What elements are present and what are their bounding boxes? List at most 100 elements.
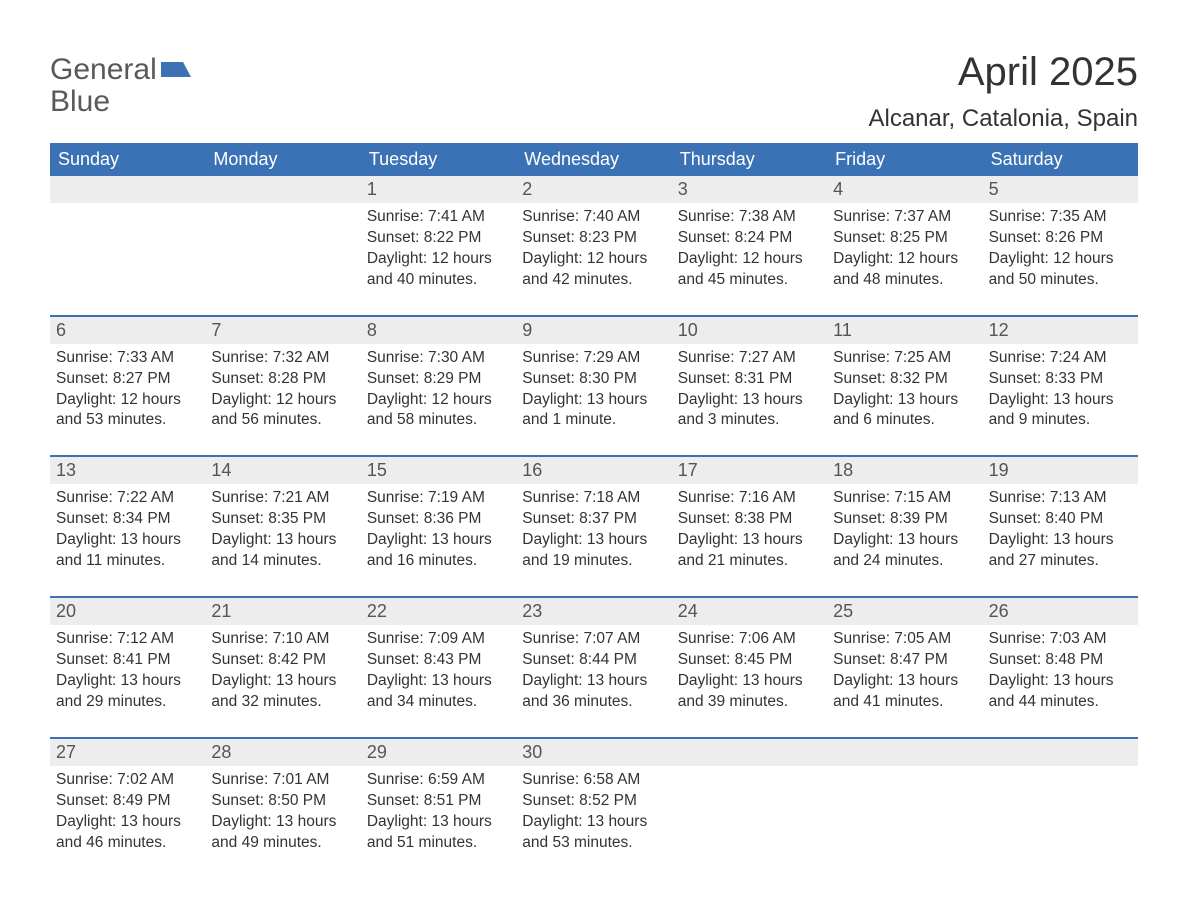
day-number: 8 <box>361 317 516 344</box>
day-cell: Sunrise: 7:12 AMSunset: 8:41 PMDaylight:… <box>50 625 205 717</box>
day-cell: Sunrise: 6:58 AMSunset: 8:52 PMDaylight:… <box>516 766 671 858</box>
sunset-text: Sunset: 8:33 PM <box>989 369 1132 390</box>
day-of-week-header: Friday <box>827 143 982 176</box>
sunrise-text: Sunrise: 7:06 AM <box>678 629 821 650</box>
sunset-text: Sunset: 8:22 PM <box>367 228 510 249</box>
daylight-text: Daylight: 13 hours and 51 minutes. <box>367 812 510 854</box>
day-cell: Sunrise: 7:40 AMSunset: 8:23 PMDaylight:… <box>516 203 671 295</box>
sunset-text: Sunset: 8:39 PM <box>833 509 976 530</box>
day-number: 20 <box>50 598 205 625</box>
sunrise-text: Sunrise: 7:41 AM <box>367 207 510 228</box>
sunrise-text: Sunrise: 7:05 AM <box>833 629 976 650</box>
daylight-text: Daylight: 12 hours and 56 minutes. <box>211 390 354 432</box>
daylight-text: Daylight: 13 hours and 1 minute. <box>522 390 665 432</box>
day-number: 10 <box>672 317 827 344</box>
day-cell: Sunrise: 7:29 AMSunset: 8:30 PMDaylight:… <box>516 344 671 436</box>
daylight-text: Daylight: 13 hours and 16 minutes. <box>367 530 510 572</box>
sunset-text: Sunset: 8:42 PM <box>211 650 354 671</box>
sunset-text: Sunset: 8:28 PM <box>211 369 354 390</box>
sunset-text: Sunset: 8:47 PM <box>833 650 976 671</box>
day-cell: Sunrise: 7:13 AMSunset: 8:40 PMDaylight:… <box>983 484 1138 576</box>
day-number: 4 <box>827 176 982 203</box>
day-cell: Sunrise: 7:01 AMSunset: 8:50 PMDaylight:… <box>205 766 360 858</box>
day-number: 14 <box>205 457 360 484</box>
daylight-text: Daylight: 12 hours and 58 minutes. <box>367 390 510 432</box>
day-cell: Sunrise: 7:41 AMSunset: 8:22 PMDaylight:… <box>361 203 516 295</box>
day-number: 7 <box>205 317 360 344</box>
day-number: 11 <box>827 317 982 344</box>
day-cell: Sunrise: 7:02 AMSunset: 8:49 PMDaylight:… <box>50 766 205 858</box>
day-cell: Sunrise: 7:16 AMSunset: 8:38 PMDaylight:… <box>672 484 827 576</box>
day-number: 18 <box>827 457 982 484</box>
sunrise-text: Sunrise: 7:19 AM <box>367 488 510 509</box>
week-gap <box>50 717 1138 737</box>
daylight-text: Daylight: 13 hours and 39 minutes. <box>678 671 821 713</box>
day-cell: Sunrise: 7:32 AMSunset: 8:28 PMDaylight:… <box>205 344 360 436</box>
day-number <box>672 739 827 766</box>
day-number: 19 <box>983 457 1138 484</box>
sunset-text: Sunset: 8:40 PM <box>989 509 1132 530</box>
month-title: April 2025 <box>868 50 1138 95</box>
sunrise-text: Sunrise: 7:24 AM <box>989 348 1132 369</box>
sunset-text: Sunset: 8:30 PM <box>522 369 665 390</box>
daylight-text: Daylight: 13 hours and 14 minutes. <box>211 530 354 572</box>
sunrise-text: Sunrise: 7:12 AM <box>56 629 199 650</box>
sunset-text: Sunset: 8:34 PM <box>56 509 199 530</box>
sunrise-text: Sunrise: 7:40 AM <box>522 207 665 228</box>
day-number: 12 <box>983 317 1138 344</box>
day-number <box>827 739 982 766</box>
daylight-text: Daylight: 13 hours and 6 minutes. <box>833 390 976 432</box>
daylight-text: Daylight: 13 hours and 49 minutes. <box>211 812 354 854</box>
logo-flag-icon <box>161 59 191 79</box>
day-cell: Sunrise: 7:33 AMSunset: 8:27 PMDaylight:… <box>50 344 205 436</box>
day-number: 17 <box>672 457 827 484</box>
sunrise-text: Sunrise: 7:15 AM <box>833 488 976 509</box>
daylight-text: Daylight: 12 hours and 45 minutes. <box>678 249 821 291</box>
sunrise-text: Sunrise: 7:01 AM <box>211 770 354 791</box>
daylight-text: Daylight: 13 hours and 46 minutes. <box>56 812 199 854</box>
sunrise-text: Sunrise: 7:29 AM <box>522 348 665 369</box>
day-cell: Sunrise: 7:10 AMSunset: 8:42 PMDaylight:… <box>205 625 360 717</box>
header: General Blue April 2025 Alcanar, Catalon… <box>50 50 1138 133</box>
day-cell: Sunrise: 7:19 AMSunset: 8:36 PMDaylight:… <box>361 484 516 576</box>
day-cell <box>205 203 360 295</box>
day-number: 13 <box>50 457 205 484</box>
daylight-text: Daylight: 13 hours and 21 minutes. <box>678 530 821 572</box>
day-cell: Sunrise: 7:15 AMSunset: 8:39 PMDaylight:… <box>827 484 982 576</box>
day-number: 16 <box>516 457 671 484</box>
week-gap <box>50 576 1138 596</box>
daylight-text: Daylight: 13 hours and 19 minutes. <box>522 530 665 572</box>
day-number: 9 <box>516 317 671 344</box>
day-cell: Sunrise: 7:05 AMSunset: 8:47 PMDaylight:… <box>827 625 982 717</box>
sunset-text: Sunset: 8:52 PM <box>522 791 665 812</box>
day-cell: Sunrise: 7:25 AMSunset: 8:32 PMDaylight:… <box>827 344 982 436</box>
sunrise-text: Sunrise: 7:38 AM <box>678 207 821 228</box>
day-cell: Sunrise: 6:59 AMSunset: 8:51 PMDaylight:… <box>361 766 516 858</box>
sunset-text: Sunset: 8:49 PM <box>56 791 199 812</box>
daylight-text: Daylight: 12 hours and 48 minutes. <box>833 249 976 291</box>
day-of-week-header: Sunday <box>50 143 205 176</box>
day-number: 27 <box>50 739 205 766</box>
day-number: 22 <box>361 598 516 625</box>
week-gap <box>50 435 1138 455</box>
sunrise-text: Sunrise: 7:02 AM <box>56 770 199 791</box>
day-cell: Sunrise: 7:18 AMSunset: 8:37 PMDaylight:… <box>516 484 671 576</box>
day-cell: Sunrise: 7:30 AMSunset: 8:29 PMDaylight:… <box>361 344 516 436</box>
day-cell <box>827 766 982 858</box>
sunrise-text: Sunrise: 7:27 AM <box>678 348 821 369</box>
day-number: 5 <box>983 176 1138 203</box>
sunset-text: Sunset: 8:35 PM <box>211 509 354 530</box>
day-cell: Sunrise: 7:37 AMSunset: 8:25 PMDaylight:… <box>827 203 982 295</box>
daylight-text: Daylight: 12 hours and 42 minutes. <box>522 249 665 291</box>
sunrise-text: Sunrise: 7:10 AM <box>211 629 354 650</box>
day-number: 3 <box>672 176 827 203</box>
logo-line1: General <box>50 54 157 86</box>
sunrise-text: Sunrise: 7:13 AM <box>989 488 1132 509</box>
day-number: 6 <box>50 317 205 344</box>
day-number: 1 <box>361 176 516 203</box>
daylight-text: Daylight: 13 hours and 34 minutes. <box>367 671 510 713</box>
day-cell: Sunrise: 7:35 AMSunset: 8:26 PMDaylight:… <box>983 203 1138 295</box>
day-cell: Sunrise: 7:09 AMSunset: 8:43 PMDaylight:… <box>361 625 516 717</box>
day-cell: Sunrise: 7:21 AMSunset: 8:35 PMDaylight:… <box>205 484 360 576</box>
day-number: 28 <box>205 739 360 766</box>
